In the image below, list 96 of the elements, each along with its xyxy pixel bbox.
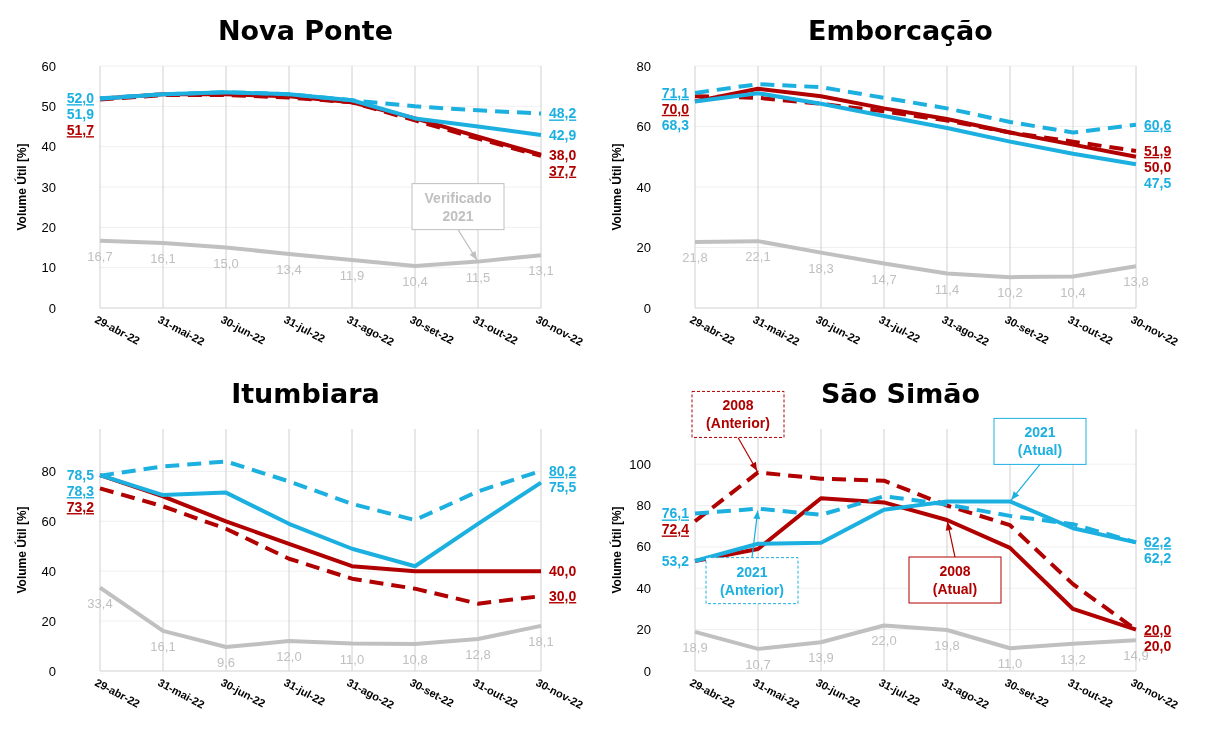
y-tick-label: 80: [636, 58, 651, 74]
y-axis-title: Volume Útil [%]: [14, 143, 29, 231]
data-label: 62,2: [1144, 534, 1172, 551]
y-tick-label: 0: [48, 663, 56, 679]
y-tick-label: 60: [41, 513, 56, 529]
data-label: 13,1: [528, 263, 554, 279]
y-tick-label: 0: [643, 663, 651, 679]
y-tick-label: 60: [41, 58, 56, 74]
chart-title: Emborcação: [808, 15, 993, 46]
data-label: 48,2: [549, 105, 577, 122]
y-axis-title: Volume Útil [%]: [14, 506, 29, 594]
data-label: 22,0: [871, 633, 897, 649]
data-label: 14,7: [871, 271, 897, 287]
data-label: 11,0: [997, 656, 1023, 672]
annotation: 2021 (Anterior): [720, 563, 784, 598]
y-tick-label: 40: [636, 179, 651, 195]
data-label: 21,8: [682, 250, 708, 266]
data-label: 62,2: [1144, 550, 1172, 567]
data-label: 40,0: [549, 563, 577, 580]
data-label: 47,5: [1144, 174, 1172, 191]
y-tick-label: 10: [41, 260, 56, 276]
y-tick-label: 20: [41, 219, 56, 235]
data-label: 51,9: [1144, 142, 1172, 159]
annotation: 2008 (Atual): [932, 563, 978, 598]
data-label: 11,4: [934, 281, 960, 297]
data-label: 68,3: [661, 116, 690, 133]
data-label: 78,3: [66, 483, 95, 500]
data-label: 71,1: [661, 84, 690, 101]
data-label: 78,5: [66, 467, 95, 484]
data-label: 11,5: [465, 269, 491, 285]
data-label: 10,4: [402, 274, 428, 290]
data-label: 60,6: [1144, 116, 1172, 133]
y-tick-label: 40: [41, 563, 56, 579]
annotation: 2021 (Atual): [1017, 424, 1063, 459]
data-label: 10,2: [997, 285, 1023, 301]
data-label: 30,0: [549, 588, 577, 605]
line-series: [693, 82, 1138, 135]
chart-title: Itumbiara: [231, 378, 380, 409]
y-tick-label: 30: [41, 179, 56, 195]
y-tick-label: 0: [643, 300, 651, 316]
data-label: 15,0: [213, 255, 239, 271]
data-label: 12,0: [276, 649, 302, 665]
data-label: 10,7: [745, 656, 771, 672]
y-tick-label: 50: [41, 98, 56, 114]
data-label: 38,0: [549, 146, 577, 163]
chart-title: São Simão: [820, 378, 981, 409]
annotation: Verificado 2021: [424, 189, 492, 224]
y-tick-label: 80: [41, 463, 56, 479]
data-label: 13,8: [1123, 274, 1149, 290]
data-label: 9,6: [216, 655, 236, 671]
data-label: 16,1: [150, 251, 176, 267]
y-tick-label: 80: [636, 498, 651, 514]
data-label: 11,0: [339, 651, 365, 667]
y-tick-label: 40: [636, 580, 651, 596]
y-tick-label: 40: [41, 139, 56, 155]
data-label: 42,9: [549, 126, 577, 143]
data-label: 80,2: [549, 462, 577, 479]
data-label: 20,0: [1144, 621, 1172, 638]
data-label: 53,2: [661, 552, 690, 569]
data-label: 52,0: [66, 90, 95, 107]
line-series: [693, 91, 1138, 167]
data-label: 13,2: [1060, 651, 1086, 667]
y-tick-label: 100: [629, 456, 651, 472]
data-label: 72,4: [661, 521, 690, 538]
annotation: 2008 (Anterior): [706, 397, 770, 432]
data-label: 33,4: [87, 595, 113, 611]
data-label: 18,9: [682, 639, 708, 655]
data-label: 75,5: [549, 478, 577, 495]
data-label: 22,1: [745, 249, 771, 265]
y-tick-label: 60: [636, 539, 651, 555]
data-label: 10,4: [1060, 284, 1086, 300]
data-label: 13,9: [808, 650, 834, 666]
data-label: 16,7: [87, 248, 113, 264]
data-label: 12,8: [465, 647, 491, 663]
data-label: 37,7: [549, 162, 577, 179]
y-axis-title: Volume Útil [%]: [609, 506, 624, 594]
data-label: 51,9: [66, 106, 95, 123]
data-label: 18,1: [528, 633, 554, 649]
y-tick-label: 20: [41, 613, 56, 629]
data-label: 51,7: [66, 122, 95, 139]
data-label: 19,8: [934, 638, 960, 654]
y-tick-label: 60: [636, 119, 651, 135]
data-label: 13,4: [276, 261, 302, 277]
data-label: 50,0: [1144, 158, 1172, 175]
y-tick-label: 0: [48, 300, 56, 316]
data-label: 18,3: [808, 260, 834, 276]
chart-title: Nova Ponte: [217, 15, 394, 46]
data-label: 73,2: [66, 499, 95, 516]
y-tick-label: 20: [636, 240, 651, 256]
data-label: 10,8: [402, 652, 428, 668]
data-label: 76,1: [661, 505, 690, 522]
y-tick-label: 20: [636, 622, 651, 638]
data-label: 16,1: [150, 638, 176, 654]
y-axis-title: Volume Útil [%]: [609, 143, 624, 231]
data-label: 11,9: [339, 268, 365, 283]
data-label: 70,0: [661, 100, 690, 117]
